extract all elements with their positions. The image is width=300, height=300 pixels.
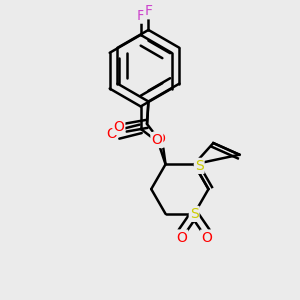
Text: O: O [152,133,162,147]
Text: O: O [113,120,124,134]
Text: O: O [176,230,187,244]
Text: S: S [195,159,203,173]
Text: S: S [190,207,199,221]
Text: O: O [154,132,165,146]
Text: F: F [137,9,145,22]
Text: F: F [144,4,152,18]
Text: O: O [201,230,212,244]
Text: O: O [106,127,117,141]
